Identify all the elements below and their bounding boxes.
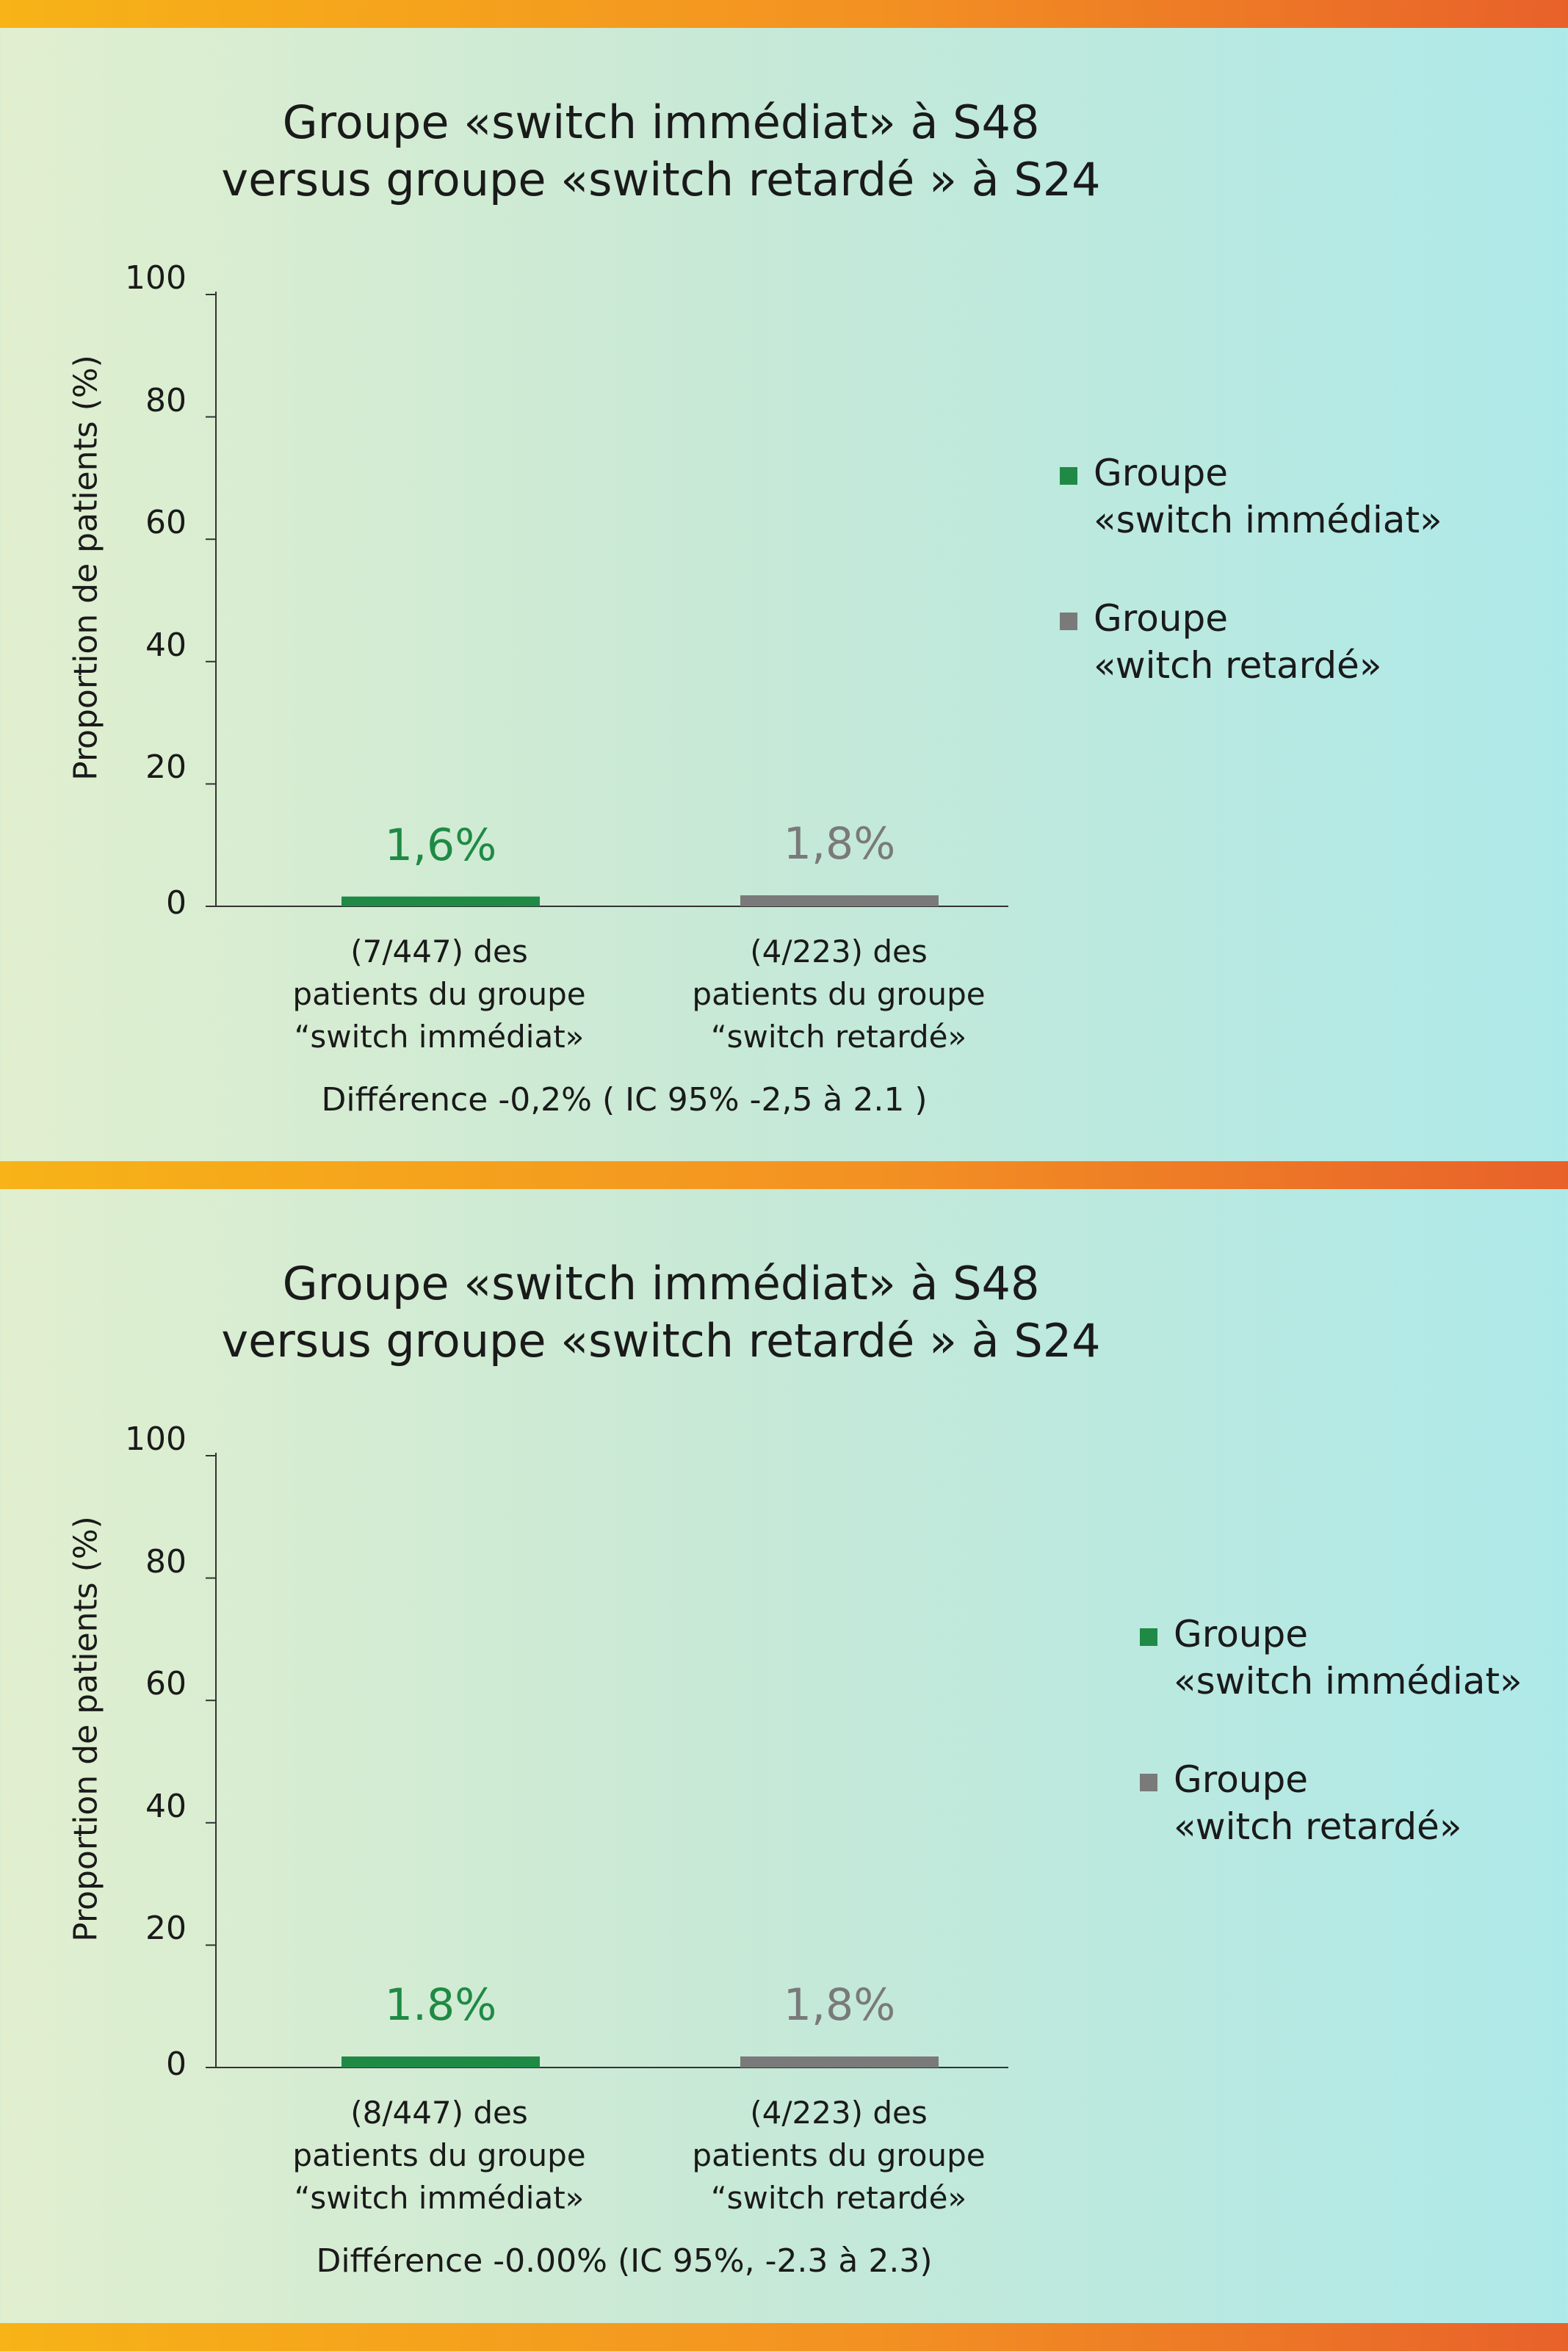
y-tick-label: 20 — [145, 748, 187, 787]
y-tick-label: 100 — [125, 259, 187, 297]
bar-immediat — [342, 2056, 540, 2067]
y-tick-label: 20 — [145, 1910, 187, 1948]
chart-plot — [206, 1453, 1008, 2068]
legend-item-immediat: Groupe «switch immédiat» — [1060, 449, 1568, 543]
chart-plot — [206, 292, 1008, 907]
chart-panel-1: Groupe «switch immédiat» à S48 versus gr… — [0, 28, 1568, 1161]
bar-value-label: 1,6% — [384, 819, 497, 871]
y-tick-label: 100 — [125, 1420, 187, 1458]
middle-stripe — [0, 1161, 1568, 1189]
legend: Groupe «switch immédiat» Groupe «witch r… — [1140, 1611, 1568, 1902]
bar-value-label: 1,8% — [783, 818, 896, 870]
y-tick-label: 80 — [145, 1542, 187, 1581]
category-label-1: (8/447) des patients du groupe “switch i… — [292, 2095, 586, 2216]
chart-title: Groupe «switch immédiat» à S48 versus gr… — [147, 94, 1175, 209]
chart-title-line-1: Groupe «switch immédiat» à S48 — [282, 1257, 1040, 1310]
legend-swatch-gray — [1140, 1774, 1157, 1791]
bar-immediat — [342, 896, 540, 906]
bar-value-label: 1,8% — [783, 1979, 896, 2031]
chart-panel-2: Groupe «switch immédiat» à S48 versus gr… — [0, 1189, 1568, 2322]
category-label-2: (4/223) des patients du groupe “switch r… — [692, 2095, 986, 2216]
bar-retarde — [740, 895, 939, 906]
legend-item-retarde: Groupe «witch retardé» — [1060, 595, 1568, 689]
chart-title: Groupe «switch immédiat» à S48 versus gr… — [147, 1255, 1175, 1370]
legend-item-immediat: Groupe «switch immédiat» — [1140, 1611, 1568, 1705]
bottom-stripe — [0, 2323, 1568, 2351]
y-tick-label: 0 — [166, 2045, 187, 2083]
chart-title-line-2: versus groupe «switch retardé » à S24 — [221, 1314, 1101, 1368]
legend-swatch-gray — [1060, 613, 1077, 630]
legend-item-retarde: Groupe «witch retardé» — [1140, 1756, 1568, 1850]
legend-swatch-green — [1060, 467, 1077, 485]
bar-value-label: 1.8% — [384, 1979, 497, 2031]
y-tick-label: 60 — [145, 1665, 187, 1703]
top-stripe — [0, 0, 1568, 28]
legend: Groupe «switch immédiat» Groupe «witch r… — [1060, 449, 1568, 740]
difference-note: Différence -0.00% (IC 95%, -2.3 à 2.3) — [316, 2242, 933, 2280]
category-label-2: (4/223) des patients du groupe “switch r… — [692, 933, 986, 1055]
category-label-1: (7/447) des patients du groupe “switch i… — [292, 933, 586, 1055]
y-tick-label: 40 — [145, 626, 187, 664]
bar-retarde — [740, 2056, 939, 2067]
y-tick-label: 0 — [166, 884, 187, 922]
y-tick-label: 40 — [145, 1787, 187, 1825]
chart-title-line-2: versus groupe «switch retardé » à S24 — [221, 153, 1101, 206]
y-tick-label: 60 — [145, 504, 187, 542]
y-tick-label: 80 — [145, 381, 187, 419]
difference-note: Différence -0,2% ( IC 95% -2,5 à 2.1 ) — [321, 1081, 928, 1119]
legend-swatch-green — [1140, 1628, 1157, 1646]
chart-title-line-1: Groupe «switch immédiat» à S48 — [282, 95, 1040, 149]
